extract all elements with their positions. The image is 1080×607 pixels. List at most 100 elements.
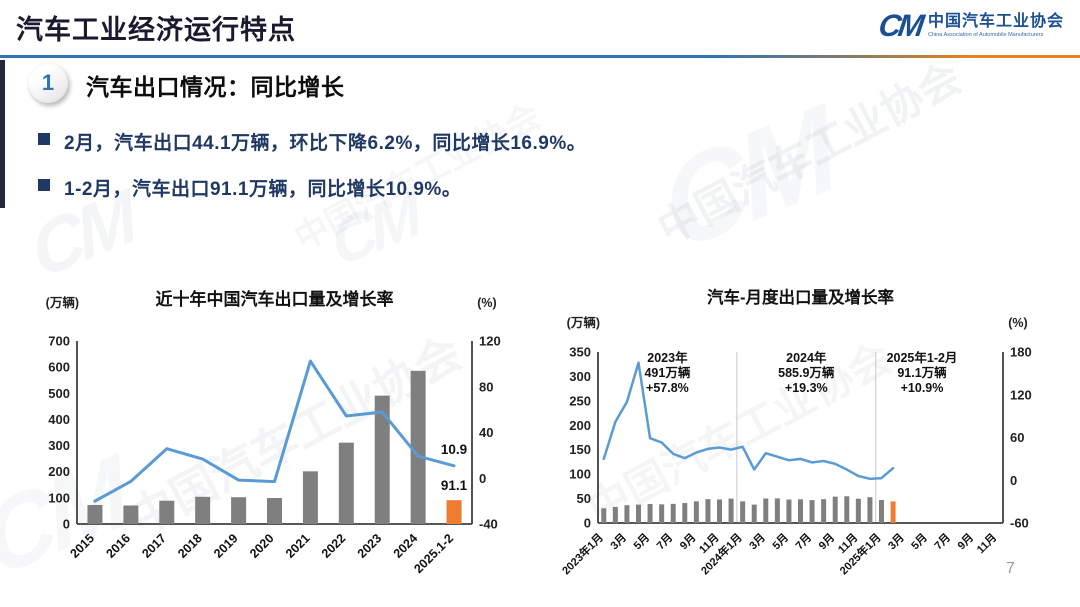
x-axis-tick-label: 3月	[747, 531, 768, 552]
x-axis-tick-label: 2020	[247, 531, 277, 561]
section-title: 汽车出口情况：同比增长	[86, 74, 345, 100]
x-axis-tick-label: 7月	[793, 531, 814, 552]
bullet-list: 2月，汽车出口44.1万辆，环比下降6.2%，同比增长16.9%。 1-2月，汽…	[38, 128, 586, 220]
watermark-cm-icon: CM	[649, 80, 845, 278]
left-axis-unit-label: (万辆)	[46, 295, 79, 310]
left-axis-tick-label: 250	[569, 393, 591, 408]
right-axis-tick-label: 60	[1010, 430, 1024, 445]
left-axis-tick-label: 700	[48, 334, 70, 349]
chart-title: 汽车-月度出口量及增长率	[707, 287, 894, 307]
x-axis-tick-label: 2023年1月	[559, 530, 606, 577]
export-volume-bar	[728, 498, 734, 523]
export-volume-bar	[231, 497, 247, 524]
year-summary-annotation: +10.9%	[901, 381, 944, 395]
right-axis-unit-label: (%)	[477, 296, 496, 310]
x-axis-tick-label: 7月	[932, 531, 953, 552]
export-volume-bar	[821, 499, 827, 523]
export-volume-bar	[890, 501, 896, 523]
bullet-item: 1-2月，汽车出口91.1万辆，同比增长10.9%。	[38, 174, 586, 201]
year-summary-annotation: +19.3%	[785, 381, 828, 395]
export-volume-bar	[763, 498, 769, 523]
export-volume-bar	[786, 499, 792, 523]
chart-monthly-exports: 汽车-月度出口量及增长率 (万辆) (%) 0 50 100 150 200 250 300 350…	[552, 283, 1064, 607]
year-summary-annotation: 491万辆	[644, 365, 690, 380]
export-volume-bar	[374, 395, 390, 524]
export-volume-bar	[705, 499, 711, 523]
bullet-square-icon	[38, 133, 50, 145]
export-volume-bar	[159, 500, 175, 524]
export-volume-bar	[670, 503, 676, 523]
export-volume-bar	[682, 503, 688, 523]
export-volume-bar	[636, 504, 641, 523]
x-axis-tick-label: 2017	[139, 531, 169, 561]
export-volume-bar	[809, 500, 815, 523]
export-volume-bar	[87, 504, 103, 524]
export-volume-bar	[693, 501, 699, 523]
caam-logo: CM 中国汽车工业协会 China Association of Automob…	[876, 8, 1064, 43]
x-axis-tick-label: 2022	[319, 531, 349, 561]
export-volume-bar	[879, 500, 884, 523]
watermark-text: 中国汽车工业协会	[650, 53, 969, 253]
page-number: 7	[1006, 560, 1015, 577]
x-axis-tick-label: 2018	[175, 531, 205, 561]
export-volume-bar	[832, 496, 838, 523]
left-axis-tick-label: 200	[48, 464, 70, 479]
x-axis-tick-label: 2021	[283, 531, 313, 561]
export-volume-bar	[302, 471, 318, 524]
growth-rate-line	[602, 361, 895, 481]
x-axis-tick-label: 5月	[631, 531, 652, 552]
export-volume-bar	[446, 500, 462, 524]
export-volume-bar	[798, 499, 803, 523]
data-point-label: 91.1	[441, 478, 468, 493]
x-axis-tick-label: 2023	[355, 531, 385, 561]
export-volume-bar	[740, 501, 746, 523]
x-axis-tick-label: 2025.1-2	[411, 531, 456, 576]
export-volume-bar	[195, 496, 211, 524]
left-axis-tick-label: 0	[63, 517, 70, 532]
caam-logo-monogram-icon: CM	[876, 8, 924, 43]
right-axis-tick-label: 120	[1010, 387, 1032, 402]
right-axis-unit-label: (%)	[1008, 316, 1027, 330]
left-axis-tick-label: 300	[569, 369, 591, 384]
x-axis-tick-label: 5月	[909, 531, 930, 552]
export-volume-bar	[267, 497, 282, 524]
right-axis-tick-label: -60	[1010, 516, 1029, 531]
x-axis-tick-label: 9月	[677, 531, 698, 552]
right-axis-tick-label: 80	[479, 379, 493, 394]
x-axis-tick-label: 9月	[955, 531, 976, 552]
chart-annual-exports: 近十年中国汽车出口量及增长率 (万辆) (%) 0 100 200 300 400 500 600…	[30, 283, 535, 607]
annual-export-chart: 近十年中国汽车出口量及增长率(万辆) (%)0100200300400500600…	[46, 289, 501, 576]
left-axis-unit-label: (万辆)	[567, 315, 600, 330]
header-rule	[0, 55, 1080, 58]
x-axis-tick-label: 5月	[770, 531, 791, 552]
caam-org-name-cn: 中国汽车工业协会	[927, 12, 1064, 30]
x-axis-tick-label: 2015	[68, 531, 98, 561]
bullet-text: 1-2月，汽车出口91.1万辆，同比增长10.9%。	[64, 179, 462, 200]
export-volume-bar	[774, 498, 780, 523]
export-volume-bar	[717, 499, 722, 523]
export-volume-bar	[844, 496, 850, 523]
export-volume-bar	[659, 504, 665, 523]
year-summary-annotation: 2024年	[786, 350, 827, 365]
bullet-square-icon	[38, 179, 50, 191]
right-axis-tick-label: 0	[1010, 473, 1017, 488]
left-axis-tick-label: 500	[48, 386, 70, 401]
data-point-label: 10.9	[441, 442, 467, 457]
bullet-item: 2月，汽车出口44.1万辆，环比下降6.2%，同比增长16.9%。	[38, 128, 586, 155]
export-volume-bar	[123, 505, 139, 524]
left-axis-tick-label: 100	[569, 467, 591, 482]
monthly-export-chart: 汽车-月度出口量及增长率 (万辆) (%) 0 50 100 150 200 250 300 350…	[559, 287, 1032, 577]
export-volume-bar	[338, 442, 354, 524]
export-volume-bar	[647, 503, 653, 523]
caam-org-name-en: China Association of Automobile Manufact…	[927, 32, 1044, 39]
x-axis-tick-label: 7月	[654, 531, 675, 552]
page-title: 汽车工业经济运行特点	[16, 15, 296, 45]
left-axis-tick-label: 100	[48, 490, 70, 505]
left-axis-tick-label: 150	[569, 442, 591, 457]
x-axis-tick-label: 2019	[211, 531, 241, 561]
year-summary-annotation: 2023年	[647, 350, 688, 365]
export-volume-bar	[855, 498, 861, 523]
right-axis-tick-label: 120	[479, 334, 501, 349]
left-axis-tick-label: 600	[48, 360, 70, 375]
